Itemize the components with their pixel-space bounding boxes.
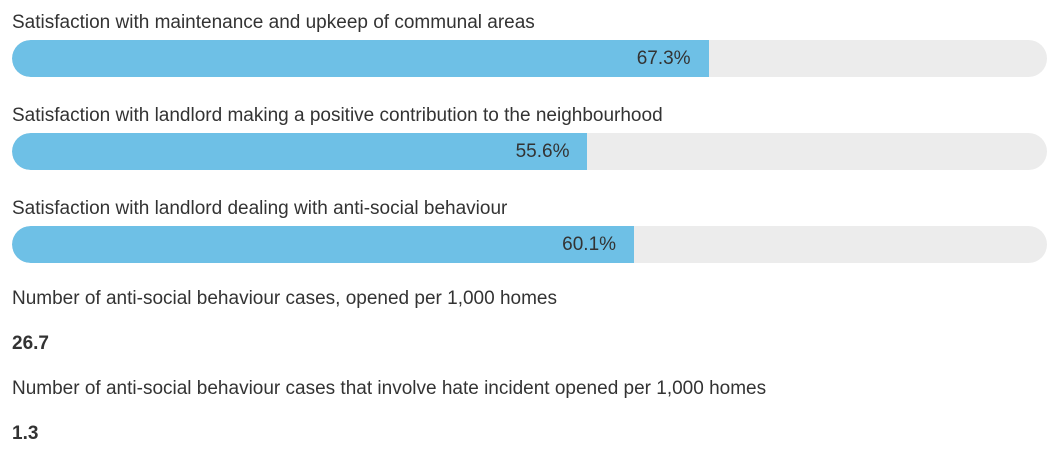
progress-fill xyxy=(12,133,588,170)
progress-value: 60.1% xyxy=(562,234,617,255)
progress-track: 60.1% xyxy=(12,226,1047,263)
progress-fill xyxy=(12,226,635,263)
progress-track: 55.6% xyxy=(12,133,1047,170)
satisfaction-bar-communal-areas: Satisfaction with maintenance and upkeep… xyxy=(12,11,1047,77)
metric-value-asb-cases: 26.7 xyxy=(12,333,49,354)
bar-label: Satisfaction with landlord making a posi… xyxy=(12,105,663,126)
bar-label: Satisfaction with landlord dealing with … xyxy=(12,198,508,219)
bar-label: Satisfaction with maintenance and upkeep… xyxy=(12,12,535,33)
progress-value: 67.3% xyxy=(636,48,691,69)
metric-value-hate-incident-cases: 1.3 xyxy=(12,423,39,444)
progress-track: 67.3% xyxy=(12,40,1047,77)
progress-fill xyxy=(12,40,709,77)
satisfaction-bar-neighbourhood: Satisfaction with landlord making a posi… xyxy=(12,104,1047,170)
metric-label-hate-incident-cases: Number of anti-social behaviour cases th… xyxy=(12,378,767,399)
metric-label-asb-cases: Number of anti-social behaviour cases, o… xyxy=(12,288,557,309)
satisfaction-bar-anti-social-behaviour: Satisfaction with landlord dealing with … xyxy=(12,197,1047,263)
progress-value: 55.6% xyxy=(515,141,570,162)
